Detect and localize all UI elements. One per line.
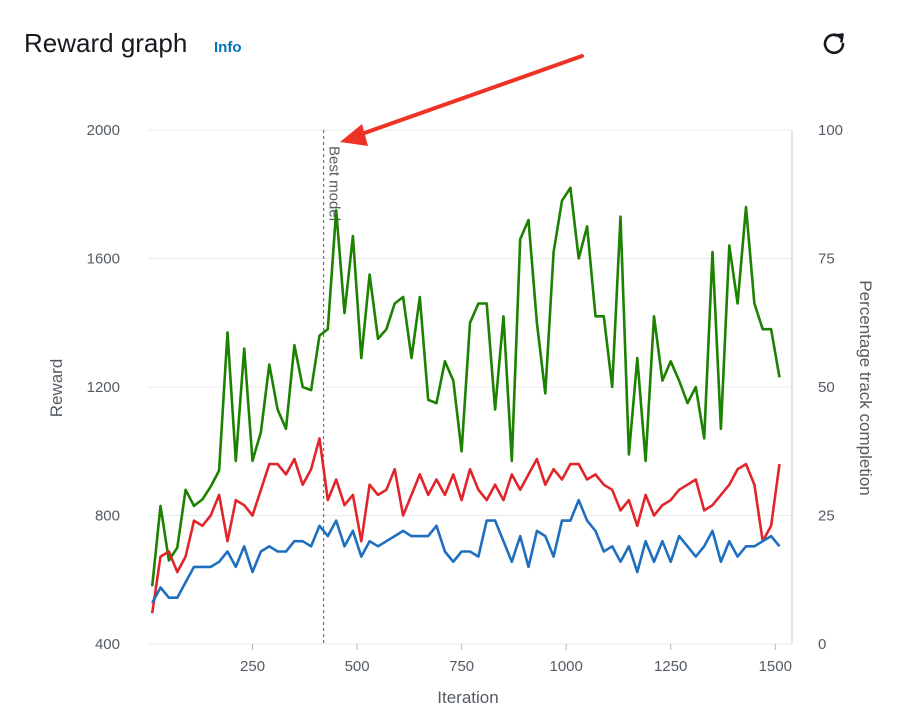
y-tick-label: 1200 [87, 379, 120, 396]
info-link[interactable]: Info [214, 39, 242, 56]
x-axis-label: Iteration [437, 688, 498, 707]
x-tick-label: 250 [240, 658, 265, 675]
y2-tick-label: 100 [818, 122, 843, 139]
x-tick-label: 1250 [654, 658, 687, 675]
x-tick-label: 1000 [549, 658, 582, 675]
best-model-annotation: Best model [323, 130, 343, 644]
y2-tick-label: 50 [818, 379, 835, 396]
page-title: Reward graph [24, 28, 188, 58]
y-tick-label: 400 [95, 636, 120, 653]
series-line-blue [151, 498, 781, 604]
arrow-head [340, 124, 368, 146]
series-group [150, 186, 781, 614]
y2-tick-label: 0 [818, 636, 826, 653]
annotation-arrow [340, 54, 584, 146]
x-ticks: 250 500 750 1000 1250 1500 [240, 644, 792, 675]
x-tick-label: 750 [449, 658, 474, 675]
series-line-green [150, 186, 781, 587]
x-tick-label: 500 [345, 658, 370, 675]
grid-lines [148, 129, 792, 645]
x-tick-label: 1500 [759, 658, 792, 675]
y-tick-label: 2000 [87, 122, 120, 139]
y2-tick-label: 25 [818, 508, 835, 525]
best-model-label: Best model [326, 146, 343, 221]
arrow-shaft [354, 54, 584, 138]
refresh-icon[interactable] [818, 28, 850, 60]
series-line-red [150, 437, 781, 614]
y-axis-label: Reward [47, 359, 66, 418]
y2-ticks: 0 25 50 75 100 [818, 122, 843, 653]
y2-axis-label: Percentage track completion [856, 280, 875, 495]
y-tick-label: 800 [95, 508, 120, 525]
y-ticks: 400 800 1200 1600 2000 [87, 122, 120, 653]
y2-tick-label: 75 [818, 251, 835, 268]
y-tick-label: 1600 [87, 251, 120, 268]
